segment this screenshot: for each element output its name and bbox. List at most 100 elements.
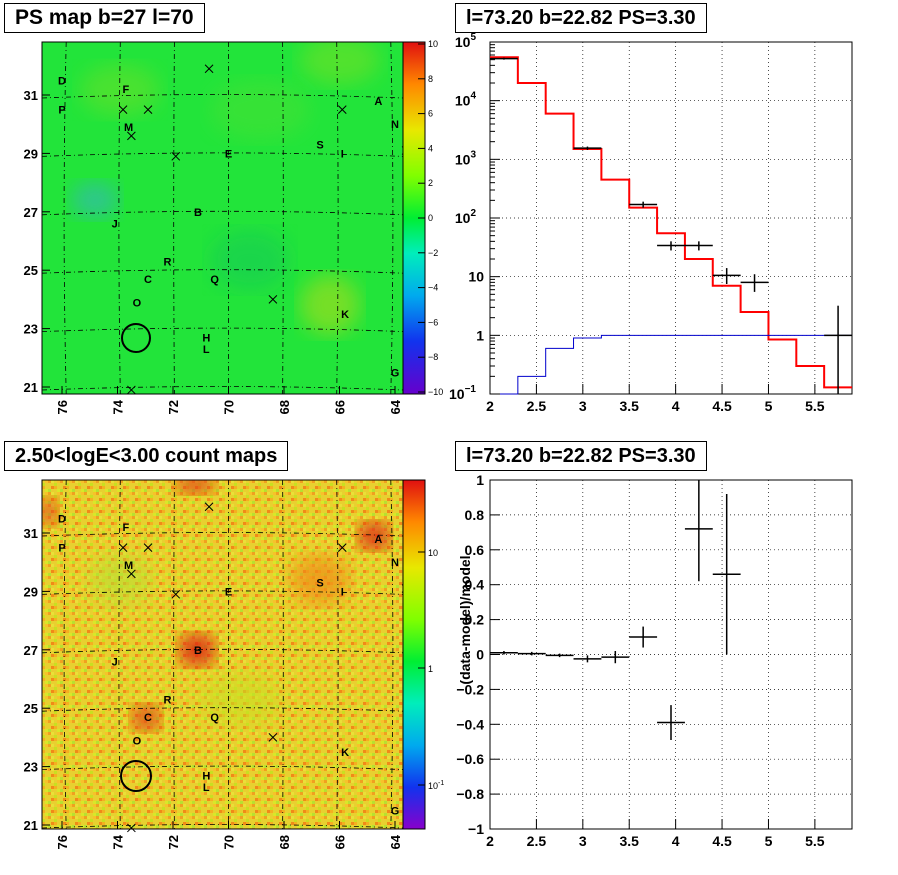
ps-map-grid-lon: [173, 41, 175, 395]
count-map-source-label: S: [316, 578, 323, 590]
count-map-grid: [41, 479, 404, 830]
spectrum-panel: 2 2.5 3 3.5 4 4.5 5 5.5 10−1 1 10 102 103 104 105: [449, 32, 853, 414]
count-map-source-label: A: [374, 534, 382, 546]
ps-map-title: PS map b=27 l=70: [4, 3, 205, 33]
count-map-ytick-label: 21: [24, 818, 38, 833]
residual-ytick-label: 0.4: [465, 577, 485, 593]
spectrum-ytick-label: 104: [455, 91, 477, 109]
ps-map-ytick-label: 21: [24, 380, 38, 395]
spectrum-xtick-label: 5.5: [805, 398, 825, 414]
ps-map-grid-lon: [336, 41, 339, 395]
ps-map-source-labels: D P F M AN S E I B J RC Q O K HL G: [58, 64, 411, 395]
ps-map-grid-lon: [282, 41, 284, 395]
ps-map-grid-lon: [63, 41, 67, 395]
count-map-source-label: P: [58, 543, 65, 555]
count-map-xtick-label: 70: [222, 835, 237, 849]
count-colorbar-tick: 10: [428, 548, 438, 558]
spectrum-ytick-label: 1: [476, 327, 484, 343]
count-map-source-label: E: [225, 586, 232, 598]
ps-map-source-circle: [121, 323, 151, 353]
ps-map-ytick-label: 25: [24, 263, 38, 278]
residual-ytick-label: −0.6: [456, 751, 484, 767]
count-map-grid-lat: [41, 532, 404, 537]
count-map-source-cross: [268, 733, 278, 742]
count-map-source-label: O: [133, 735, 142, 747]
ps-map-source-label: R: [163, 256, 171, 268]
ps-map-source-label: J: [112, 218, 118, 230]
ps-map-xtick-label: 76: [55, 400, 70, 414]
count-map-xtick-label: 68: [277, 835, 292, 849]
residual-ytick-label: −0.4: [456, 716, 484, 732]
ps-map-source-label: L: [203, 344, 210, 356]
spectrum-xtick-label: 2: [486, 398, 494, 414]
spectrum-ytick-label: 103: [455, 149, 477, 167]
ps-map-xtick-label: 64: [388, 399, 403, 414]
residual-points: [490, 480, 741, 741]
count-map-source-label: K: [341, 747, 349, 759]
ps-map-ytick-label: 31: [24, 88, 38, 103]
ps-map-grid-lat: [41, 94, 404, 99]
residual-xtick-label: 3: [579, 833, 587, 849]
count-map-source-labels: D P F M AN S E I B J RC Q O K HL G: [58, 502, 411, 833]
residual-ytick-label: −0.8: [456, 786, 484, 802]
ps-map-source-cross: [143, 105, 153, 114]
spectrum-xtick-label: 2.5: [527, 398, 547, 414]
residual-grid: [490, 480, 852, 829]
residual-xtick-label: 2.5: [527, 833, 547, 849]
spectrum-ytick-label: 105: [455, 32, 477, 50]
count-map-source-cross: [204, 502, 214, 512]
count-map-ytick-label: 31: [24, 526, 38, 541]
ps-colorbar-tick-label: −4: [428, 283, 438, 293]
spectrum-axes: 2 2.5 3 3.5 4 4.5 5 5.5 10−1 1 10 102 103 104 105: [449, 32, 825, 414]
residual-ytick-label: 0.8: [465, 507, 485, 523]
count-map-source-label: J: [112, 656, 118, 668]
ps-map-source-cross: [171, 151, 181, 161]
ps-map-source-label: P: [58, 105, 65, 117]
residual-ytick-label: −0.2: [456, 681, 484, 697]
count-map-grid-lat: [41, 824, 404, 829]
residual-ytick-label: −1: [468, 821, 484, 837]
ps-map-grid-lon: [390, 41, 394, 395]
residual-panel: 2 2.5 3 3.5 4 4.5 5 5.5 −1 −0.8 −0.6 −0.4 −0.2 0 0.2 0.…: [456, 472, 853, 849]
residual-xtick-label: 3.5: [619, 833, 639, 849]
ps-colorbar-tick-label: −10: [428, 387, 443, 397]
count-map-xtick-label: 74: [111, 834, 126, 849]
count-colorbar-ticks: 10 1 10-1: [418, 548, 444, 791]
ps-map-source-label: H: [202, 332, 210, 344]
ps-map-grid: [41, 41, 404, 395]
ps-colorbar-tick-label: 10: [428, 39, 438, 49]
spectrum-title: l=73.20 b=22.82 PS=3.30: [455, 3, 707, 33]
count-map-ytick-label: 25: [24, 701, 38, 716]
ps-map-source-cross: [204, 64, 214, 74]
ps-map-xtick-label: 74: [111, 399, 126, 414]
count-map-source-label: F: [122, 522, 129, 534]
count-map-ytick-label: 29: [24, 584, 38, 599]
count-map-grid-lon: [118, 479, 121, 830]
spectrum-model-line: [490, 56, 852, 389]
count-map-grid-lon: [390, 479, 394, 830]
count-map-title: 2.50<logE<3.00 count maps: [4, 441, 289, 471]
ps-map-grid-lat: [41, 210, 404, 216]
ps-map-grid-lat: [41, 327, 404, 332]
count-colorbar-tick: 1: [428, 664, 433, 674]
count-map-grid-lon: [282, 479, 284, 830]
count-map-source-cross: [127, 569, 136, 579]
ps-map-source-label: K: [341, 309, 349, 321]
ps-map-source-cross: [127, 131, 136, 141]
spectrum-xtick-label: 3: [579, 398, 587, 414]
ps-map-ytick-label: 27: [24, 205, 38, 220]
count-map-source-label: G: [391, 805, 400, 817]
spectrum-xtick-label: 5: [765, 398, 773, 414]
ps-map-source-cross: [268, 295, 278, 304]
residual-xtick-label: 4: [672, 833, 680, 849]
residual-xtick-label: 5: [765, 833, 773, 849]
residual-xtick-label: 4.5: [712, 833, 732, 849]
ps-map-grid-lat: [41, 386, 404, 391]
ps-colorbar-tick-label: 6: [428, 109, 433, 119]
count-map-xtick-label: 66: [333, 835, 348, 849]
ps-map-source-label: M: [124, 122, 133, 134]
residual-ytick-label: 0.2: [465, 612, 485, 628]
ps-colorbar-tick-label: 2: [428, 178, 433, 188]
count-map-source-label: H: [202, 770, 210, 782]
